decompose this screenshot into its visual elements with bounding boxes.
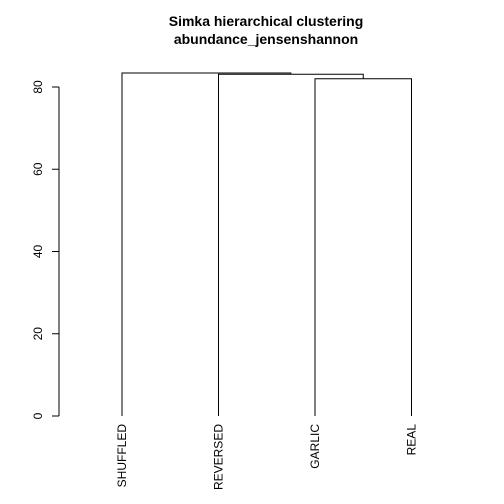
- leaf-label-shuffled: SHUFFLED: [115, 424, 129, 488]
- chart-subtitle: abundance_jensenshannon: [174, 31, 358, 47]
- leaf-label-garlic: GARLIC: [308, 424, 322, 469]
- dendrogram-branches: [121, 72, 412, 416]
- y-tick-label: 80: [31, 80, 45, 94]
- leaf-labels: SHUFFLED REVERSED GARLIC REAL: [115, 424, 419, 490]
- leaf-label-real: REAL: [405, 424, 419, 456]
- dendrogram-branch: [218, 73, 364, 416]
- y-tick-label: 60: [31, 162, 45, 176]
- y-tick-label: 20: [31, 327, 45, 341]
- y-tick-label: 40: [31, 245, 45, 259]
- dendrogram-branch: [314, 78, 412, 416]
- chart-title: Simka hierarchical clustering: [169, 13, 364, 29]
- dendrogram-branch: [121, 72, 292, 416]
- y-tick-label: 0: [31, 412, 45, 419]
- y-axis: 0 20 40 60 80: [31, 80, 60, 419]
- leaf-label-reversed: REVERSED: [212, 424, 226, 490]
